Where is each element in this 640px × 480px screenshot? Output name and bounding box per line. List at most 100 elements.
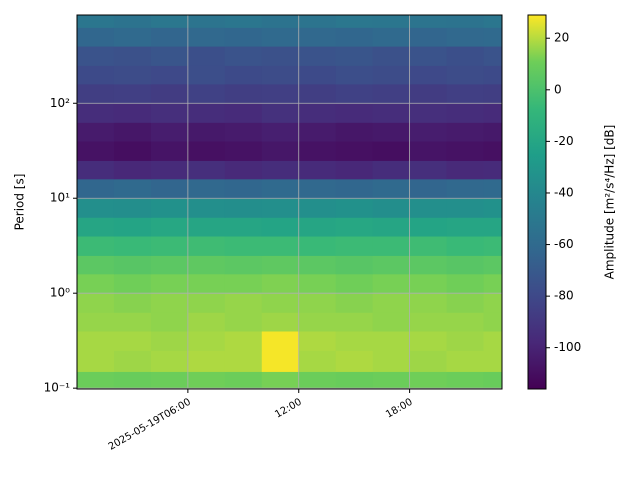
- heatmap-cell: [372, 236, 411, 256]
- heatmap-cell: [150, 15, 189, 28]
- heatmap-cell: [409, 141, 448, 161]
- heatmap-cell: [261, 330, 300, 351]
- heatmap-cell: [113, 46, 152, 66]
- heatmap-cell: [446, 350, 485, 372]
- heatmap-cell: [187, 160, 226, 180]
- heatmap-cell: [150, 255, 189, 275]
- heatmap-cell: [372, 350, 411, 372]
- heatmap-cell: [335, 65, 374, 85]
- heatmap-cell: [113, 141, 152, 161]
- heatmap-cell: [372, 293, 411, 313]
- heatmap-cell: [261, 65, 300, 85]
- heatmap-cell: [77, 15, 115, 28]
- heatmap-cell: [224, 312, 263, 332]
- heatmap-cell: [77, 83, 115, 104]
- heatmap-cell: [446, 255, 485, 275]
- heatmap-cell: [150, 65, 189, 85]
- heatmap-cell: [372, 27, 411, 47]
- heatmap-cell: [224, 255, 263, 275]
- colorbar-tick-label: -20: [554, 134, 574, 148]
- heatmap-cell: [77, 65, 115, 85]
- heatmap-cell: [335, 160, 374, 180]
- heatmap-cell: [483, 27, 503, 47]
- heatmap-cell: [446, 46, 485, 66]
- heatmap-cell: [77, 217, 115, 237]
- heatmap-cell: [446, 198, 485, 218]
- heatmap-cell: [224, 65, 263, 85]
- heatmap-cell: [113, 255, 152, 275]
- heatmap-cell: [224, 178, 263, 199]
- heatmap-cell: [298, 141, 337, 161]
- heatmap-cell: [298, 178, 337, 199]
- heatmap-cell: [187, 46, 226, 66]
- colorbar-tick-label: 0: [554, 82, 562, 96]
- heatmap-cell: [113, 273, 152, 294]
- heatmap-cell: [372, 273, 411, 294]
- heatmap-cell: [409, 236, 448, 256]
- heatmap-cell: [335, 371, 374, 390]
- heatmap-cell: [446, 65, 485, 85]
- heatmap-cell: [187, 198, 226, 218]
- heatmap-cell: [187, 178, 226, 199]
- heatmap-cell: [113, 293, 152, 313]
- heatmap-cell: [446, 141, 485, 161]
- heatmap-cell: [187, 312, 226, 332]
- heatmap-cell: [113, 198, 152, 218]
- heatmap-cell: [113, 217, 152, 237]
- heatmap-cell: [187, 122, 226, 142]
- heatmap-cell: [261, 312, 300, 332]
- heatmap-cell: [409, 255, 448, 275]
- heatmap-cell: [261, 141, 300, 161]
- heatmap-cell: [224, 350, 263, 372]
- heatmap-cell: [77, 330, 115, 351]
- heatmap-cell: [483, 160, 503, 180]
- heatmap-cell: [261, 178, 300, 199]
- x-tick-label: 2025-05-19T06:00: [107, 397, 193, 453]
- heatmap-cell: [113, 122, 152, 142]
- heatmap-cell: [298, 83, 337, 104]
- heatmap-cell: [261, 217, 300, 237]
- heatmap-cell: [483, 65, 503, 85]
- heatmap-cell: [483, 255, 503, 275]
- heatmap-cell: [224, 83, 263, 104]
- heatmap-cell: [409, 122, 448, 142]
- heatmap-cell: [261, 350, 300, 372]
- colorbar: [527, 14, 547, 390]
- heatmap-cell: [261, 83, 300, 104]
- heatmap-cell: [113, 350, 152, 372]
- heatmap-cell: [409, 160, 448, 180]
- heatmap-cell: [409, 103, 448, 123]
- heatmap-cell: [113, 236, 152, 256]
- heatmap-cell: [224, 122, 263, 142]
- heatmap-cell: [113, 83, 152, 104]
- heatmap-cell: [187, 141, 226, 161]
- heatmap-cell: [224, 236, 263, 256]
- heatmap-cell: [224, 160, 263, 180]
- heatmap-cell: [261, 15, 300, 28]
- heatmap-cell: [187, 27, 226, 47]
- y-tick-label: 10⁰: [50, 286, 70, 300]
- y-axis-label: Period [s]: [13, 174, 27, 231]
- heatmap-cell: [372, 83, 411, 104]
- y-tick-label: 10²: [50, 96, 70, 110]
- heatmap-cell: [150, 371, 189, 390]
- heatmap-cell: [113, 371, 152, 390]
- heatmap-cell: [298, 371, 337, 390]
- heatmap-cell: [335, 83, 374, 104]
- heatmap-cell: [187, 273, 226, 294]
- heatmap-cell: [446, 330, 485, 351]
- heatmap-cell: [261, 46, 300, 66]
- heatmap-cell: [187, 350, 226, 372]
- heatmap-cell: [298, 103, 337, 123]
- heatmap-cell: [298, 65, 337, 85]
- heatmap-cell: [298, 236, 337, 256]
- heatmap-cell: [298, 198, 337, 218]
- heatmap-cell: [187, 255, 226, 275]
- heatmap-cell: [298, 15, 337, 28]
- heatmap-cell: [261, 273, 300, 294]
- heatmap-cell: [113, 65, 152, 85]
- heatmap-cell: [77, 273, 115, 294]
- heatmap-cell: [77, 198, 115, 218]
- heatmap-cell: [150, 83, 189, 104]
